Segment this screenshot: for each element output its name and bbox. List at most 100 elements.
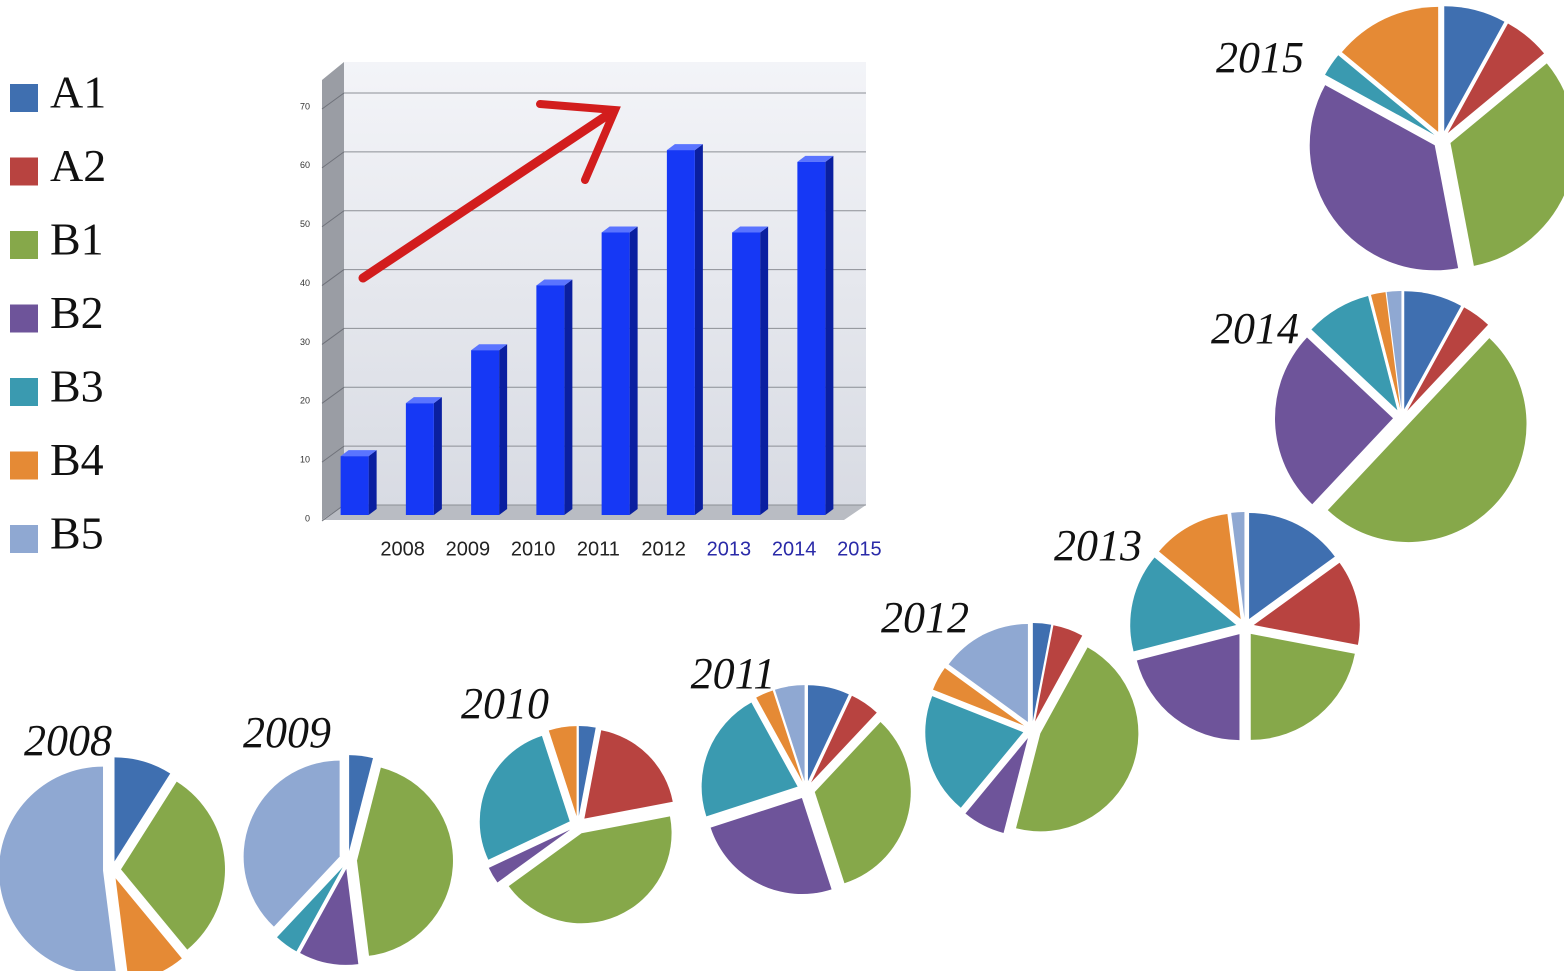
pie-slice (243, 760, 340, 927)
pie-slice (1158, 513, 1241, 620)
pie-slice (1327, 338, 1527, 543)
pie-title: 2011 (691, 649, 776, 698)
grid-line-side (321, 504, 345, 522)
pie-slice (276, 867, 343, 952)
pie-slice (756, 690, 803, 782)
x-tick-label: 2009 (446, 538, 491, 560)
pie-slice (1404, 291, 1462, 410)
pie-slice (120, 781, 225, 950)
grid-line-side (321, 445, 345, 463)
bar-top (797, 155, 834, 162)
bar-top (666, 144, 703, 151)
bar (536, 285, 565, 515)
pie-slice (1130, 557, 1237, 652)
y-tick-label: 70 (300, 101, 310, 111)
bar (797, 161, 826, 515)
pie-slice (488, 829, 571, 883)
pie-slice (774, 685, 805, 782)
pie-slice (1032, 623, 1052, 722)
bar (471, 350, 500, 515)
pie-slice (508, 816, 672, 924)
pie-slice (948, 623, 1028, 722)
y-tick-label: 10 (300, 455, 310, 465)
pie-slice (1015, 647, 1139, 832)
x-tick-label: 2012 (641, 538, 686, 560)
pie-slice (1311, 295, 1398, 411)
pie-slice (0, 766, 116, 971)
legend-swatch (10, 304, 38, 333)
pie-slice (701, 702, 798, 817)
grid-line-side (321, 92, 345, 110)
legend-swatch (10, 451, 38, 480)
y-tick-label: 20 (300, 396, 310, 406)
floor (322, 505, 866, 520)
pie-slice (1450, 63, 1564, 266)
pie-slice (1136, 634, 1240, 741)
x-tick-label: 2010 (511, 538, 556, 560)
bar-side (629, 226, 638, 516)
pie-slice (1309, 85, 1459, 271)
legend-label: B5 (50, 508, 104, 559)
legend-swatch (10, 525, 38, 553)
grid-line-side (321, 269, 345, 286)
pie-slice (811, 695, 877, 783)
bar-top (340, 450, 377, 457)
bar (405, 403, 434, 515)
pie-slice (1447, 23, 1545, 134)
legend-swatch (10, 231, 38, 259)
pie-title: 2013 (1054, 521, 1142, 570)
bar-top (405, 397, 442, 404)
bar-side (760, 226, 769, 516)
legend-swatch (10, 84, 38, 112)
legend-swatch (10, 378, 38, 406)
bar (666, 150, 695, 515)
pie-title: 2009 (243, 708, 331, 757)
legend-label: B1 (50, 214, 104, 265)
pie-slice (300, 868, 359, 965)
y-tick-label: 40 (300, 278, 310, 288)
grid-line-side (321, 386, 345, 404)
bar (340, 456, 369, 515)
legend-label: A1 (50, 67, 106, 118)
x-tick-label: 2014 (772, 538, 817, 560)
pie-slice (356, 767, 453, 956)
pie-slice (1370, 292, 1401, 410)
side-wall (322, 62, 344, 520)
pie-slice (548, 726, 577, 817)
pie-slice (578, 726, 596, 817)
trend-arrow (358, 100, 621, 283)
y-tick-label: 60 (300, 160, 310, 170)
pie-slice (479, 735, 570, 860)
pie-slice (1250, 633, 1355, 740)
pie-slice (1407, 307, 1489, 411)
bar-top (471, 344, 508, 351)
x-tick-label: 2015 (837, 538, 882, 560)
bar-side (694, 144, 703, 515)
legend-swatch (10, 157, 38, 186)
x-tick-label: 2011 (577, 538, 620, 560)
x-tick-label: 2013 (707, 538, 752, 560)
y-tick-label: 30 (300, 337, 310, 347)
pie-slice (349, 755, 374, 852)
pie-title: 2010 (461, 679, 549, 728)
bar-side (433, 397, 442, 515)
pie-slice (1231, 512, 1245, 619)
bar-side (368, 450, 377, 515)
pie-slice (807, 685, 849, 782)
pie-slice (965, 738, 1028, 833)
bar-side (499, 344, 508, 515)
pie-slice (1325, 55, 1435, 135)
pie-slice (1253, 562, 1360, 645)
pie-slice (1275, 337, 1394, 505)
pie-slice (1444, 6, 1505, 132)
bar (601, 232, 630, 516)
grid-line-side (321, 151, 345, 169)
pie-title: 2012 (881, 593, 969, 642)
pie-slice (1341, 6, 1439, 132)
pie-slice (710, 798, 832, 895)
bar-side (825, 155, 834, 515)
pie-slice (1035, 625, 1083, 722)
pie-slice (114, 757, 171, 862)
legend-label: B4 (50, 434, 104, 485)
